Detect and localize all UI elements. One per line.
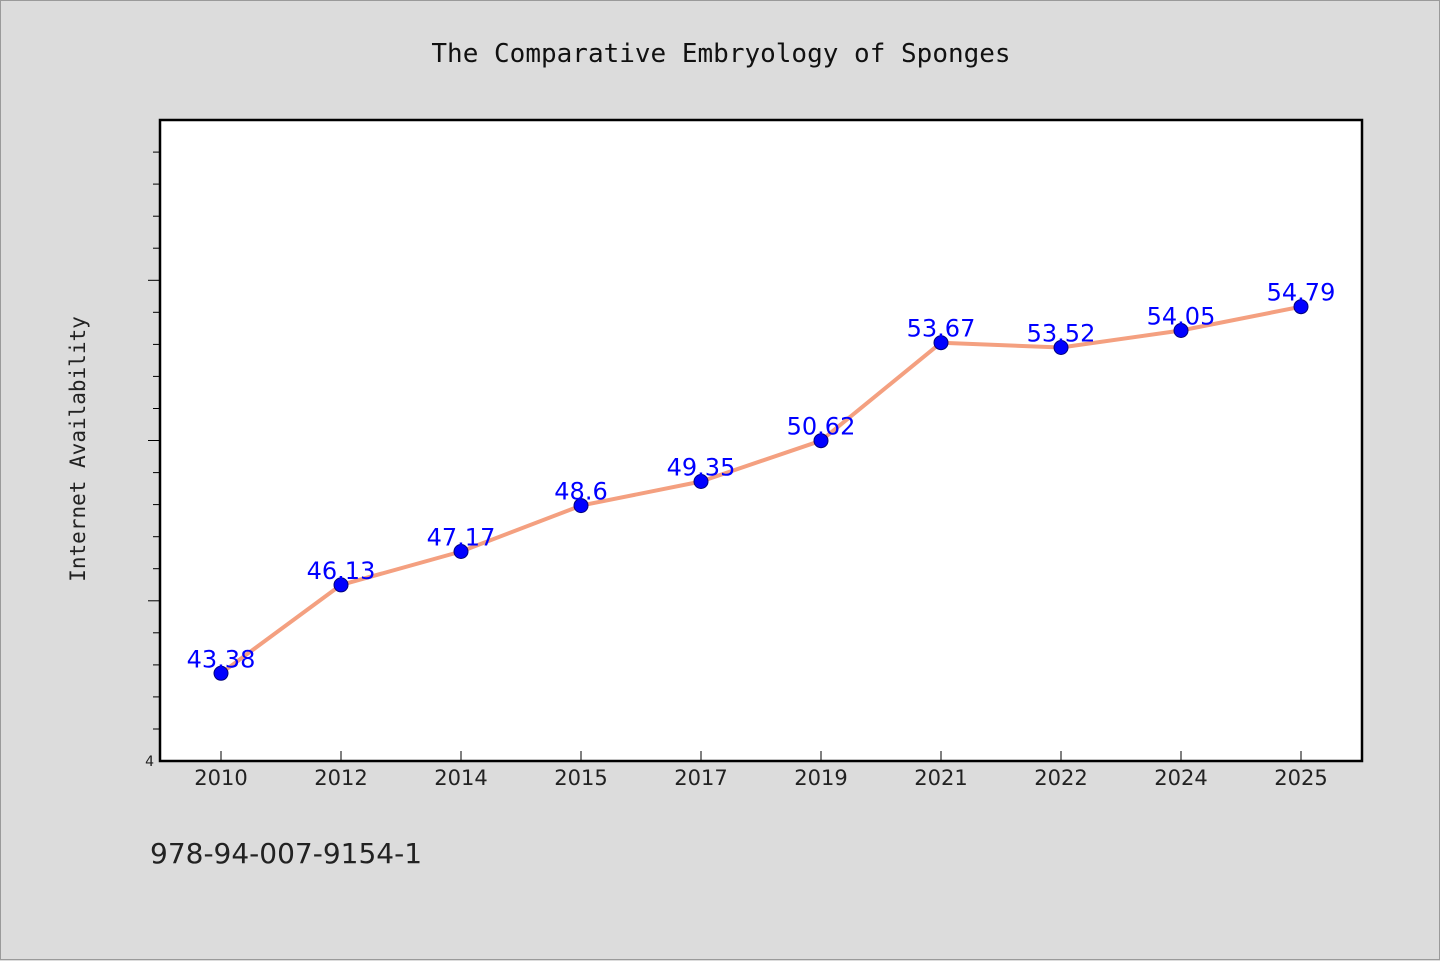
chart-title: The Comparative Embryology of Sponges: [431, 39, 1010, 69]
data-label: 54.79: [1267, 279, 1336, 307]
series-line: [219, 304, 1303, 676]
data-point: [933, 335, 949, 351]
y-axis-ticks: 4: [145, 151, 160, 770]
x-tick-label: 2022: [1034, 766, 1087, 790]
x-tick-label: 2014: [434, 766, 487, 790]
data-label: 49.35: [667, 454, 736, 482]
data-point: [1173, 323, 1189, 338]
y-axis-label: Internet Availability: [66, 316, 90, 582]
x-tick-label: 2015: [554, 766, 607, 790]
x-tick-label: 2010: [194, 766, 247, 790]
data-point: [453, 544, 469, 559]
data-label: 47.17: [427, 524, 496, 552]
data-point: [1053, 340, 1069, 355]
data-point: [693, 474, 709, 489]
data-label: 53.67: [907, 315, 976, 343]
x-axis-ticks: 2010 2012 2014 2015 2017 2019 2021 2022 2024 2025: [194, 751, 1328, 790]
data-point: [333, 577, 349, 593]
x-tick-label: 2024: [1154, 766, 1207, 790]
y-tick-label: 4: [145, 754, 154, 770]
data-label: 43.38: [187, 645, 256, 673]
data-point: [213, 665, 229, 681]
x-tick-label: 2021: [914, 766, 967, 790]
data-label: 53.52: [1027, 320, 1096, 348]
x-tick-label: 2019: [794, 766, 847, 790]
data-point: [1293, 299, 1309, 315]
x-tick-label: 2017: [674, 766, 727, 790]
series-layer: 43.38 46.13 47.17 48.6 49.35 50.62 53.67 53.52 5…: [187, 279, 1336, 681]
x-tick-label: 2025: [1274, 766, 1327, 790]
isbn-text: 978-94-007-9154-1: [150, 837, 422, 870]
data-point: [573, 498, 589, 514]
plot-area: [158, 118, 1364, 763]
data-label: 48.6: [554, 478, 607, 506]
data-label: 46.13: [307, 557, 376, 585]
data-point: [813, 433, 829, 449]
x-tick-label: 2012: [314, 766, 367, 790]
data-label: 50.62: [787, 413, 856, 441]
data-label: 54.05: [1147, 303, 1216, 331]
